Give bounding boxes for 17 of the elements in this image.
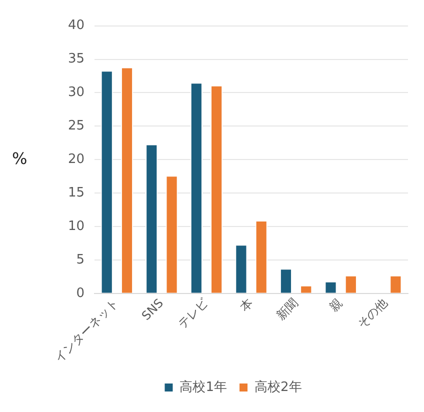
x-tick-label: 新聞 <box>274 296 300 323</box>
y-tick-label: 30 <box>68 85 85 100</box>
y-axis-title: % <box>12 148 28 168</box>
legend-label: 高校2年 <box>254 378 302 395</box>
y-tick-label: 15 <box>68 185 85 200</box>
x-tick-label: 本 <box>237 296 256 314</box>
y-tick-label: 40 <box>68 18 85 34</box>
y-tick-label: 5 <box>76 252 85 268</box>
x-tick-label: 親 <box>326 296 346 314</box>
y-tick-label: 25 <box>68 118 85 134</box>
x-tick-label: テレビ <box>175 295 212 332</box>
x-tick-label: その他 <box>354 296 390 332</box>
legend-label: 高校1年 <box>180 378 228 395</box>
y-tick-label: 20 <box>68 152 85 167</box>
y-tick-label: 0 <box>76 286 85 301</box>
y-tick-label: 10 <box>68 218 85 234</box>
y-tick-label: 35 <box>68 52 85 67</box>
